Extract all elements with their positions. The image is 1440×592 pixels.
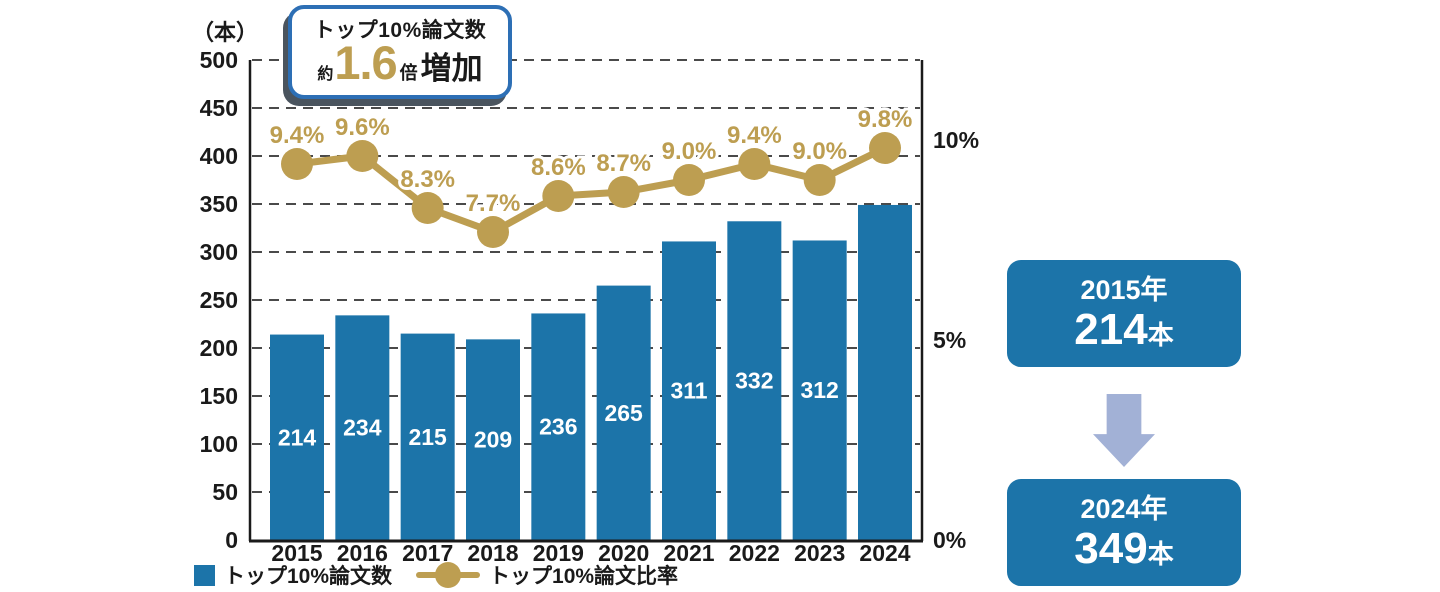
bar-2017	[400, 333, 455, 540]
right-axis-tick-label: 5%	[933, 327, 966, 353]
x-axis-label-2019: 2019	[533, 540, 584, 566]
left-axis-tick-label: 250	[200, 287, 238, 313]
point-label-2018: 7.7%	[466, 190, 521, 217]
left-axis-tick-label: 50	[212, 479, 238, 505]
left-axis-tick-label: 500	[200, 47, 238, 73]
x-axis-label-2016: 2016	[337, 540, 388, 566]
bar-2022	[727, 221, 782, 540]
point-label-2015: 9.4%	[270, 122, 325, 149]
data-point-2023	[803, 164, 836, 196]
bar-2015	[270, 334, 324, 540]
legend-label-line: トップ10%論文比率	[489, 565, 679, 588]
trend-line	[293, 144, 889, 236]
summary-box-2015: 2015年 214本	[1007, 260, 1241, 367]
point-label-2024: 9.8%	[858, 106, 913, 133]
data-point-2019	[542, 180, 575, 212]
summary-year-from: 2015年	[1080, 274, 1168, 305]
x-axis-label-2020: 2020	[598, 540, 649, 566]
down-arrow-icon	[1093, 394, 1155, 467]
bar-2016	[335, 315, 390, 540]
bar-value-label-2021: 311	[670, 378, 707, 404]
point-label-2020: 8.7%	[596, 150, 651, 177]
badge-highlight: 約 1.6 倍 増加	[300, 36, 500, 89]
left-axis-unit-label: （本）	[192, 20, 258, 45]
left-axis-tick-label: 400	[200, 143, 238, 169]
legend: トップ10%論文数 トップ10%論文比率	[194, 560, 678, 590]
data-point-2015	[281, 148, 313, 180]
left-axis-tick-label: 350	[200, 191, 238, 217]
data-point-2020	[607, 176, 640, 208]
bar-value-label-2015: 214	[278, 424, 317, 450]
bar-value-label-2018: 209	[474, 427, 512, 453]
badge-prefix: 約	[317, 66, 334, 83]
data-point-2022	[738, 148, 771, 180]
x-axis-label-2015: 2015	[271, 540, 322, 566]
bar-value-label-2016: 234	[343, 415, 382, 441]
data-point-2021	[673, 164, 705, 196]
summary-box-2024: 2024年 349本	[1007, 479, 1241, 586]
data-point-2024	[869, 132, 901, 164]
point-label-2016: 9.6%	[335, 114, 390, 141]
bar-value-label-2022: 332	[735, 368, 773, 394]
bar-2019	[531, 313, 586, 540]
point-label-2019: 8.6%	[531, 154, 586, 181]
legend-label-bars: トップ10%論文数	[224, 565, 393, 588]
right-axis-tick-label: 10%	[933, 127, 979, 153]
left-axis-tick-label: 200	[200, 335, 238, 361]
headline-badge: トップ10%論文数 約 1.6 倍 増加	[288, 5, 512, 99]
left-axis-tick-label: 450	[200, 95, 238, 121]
bar-value-label-2019: 236	[539, 414, 577, 440]
bar-2021	[662, 241, 716, 540]
summary-count-from: 214本	[1074, 305, 1174, 355]
summary-year-to: 2024年	[1080, 493, 1168, 524]
badge-unit: 倍	[399, 63, 418, 83]
left-axis-tick-label: 150	[200, 383, 238, 409]
right-axis-tick-label: 0%	[933, 527, 966, 553]
combo-chart: 0 50 100 150 200 250 300 350 400 450 500（本） 214 234 2…	[192, 20, 979, 566]
data-point-2017	[411, 192, 444, 224]
point-label-2023: 9.0%	[792, 138, 847, 165]
bar-value-label-2023: 312	[800, 377, 838, 403]
legend-item-line: トップ10%論文比率	[416, 560, 678, 590]
legend-item-bars: トップ10%論文数	[194, 560, 392, 590]
x-axis-label-2021: 2021	[663, 540, 714, 566]
x-axis-label-2022: 2022	[729, 540, 780, 566]
badge-suffix: 増加	[420, 51, 483, 86]
point-label-2022: 9.4%	[727, 122, 782, 149]
bar-2023	[792, 240, 847, 541]
bar-2024	[858, 204, 912, 540]
point-label-2021: 9.0%	[662, 138, 717, 165]
point-label-2017: 8.3%	[400, 166, 455, 193]
left-axis-tick-label: 300	[200, 239, 238, 265]
left-axis-tick-label: 100	[200, 431, 238, 457]
bar-value-label-2017: 215	[408, 424, 447, 450]
x-axis-label-2018: 2018	[467, 540, 518, 566]
badge-title: トップ10%論文数	[313, 19, 487, 42]
line-dot-marker-icon	[416, 562, 481, 588]
data-point-2018	[477, 216, 509, 248]
left-axis-tick-label: 0	[225, 527, 238, 553]
x-axis-label-2024: 2024	[859, 540, 910, 566]
x-axis-label-2023: 2023	[794, 540, 845, 566]
badge-multiplier: 1.6	[334, 36, 397, 89]
data-point-2016	[346, 140, 379, 172]
bar-swatch-icon	[194, 564, 215, 586]
bar-2020	[596, 285, 651, 540]
x-axis-label-2017: 2017	[402, 540, 453, 566]
summary-count-to: 349本	[1074, 524, 1174, 574]
bar-2018	[466, 339, 520, 540]
bar-value-label-2020: 265	[604, 400, 643, 426]
